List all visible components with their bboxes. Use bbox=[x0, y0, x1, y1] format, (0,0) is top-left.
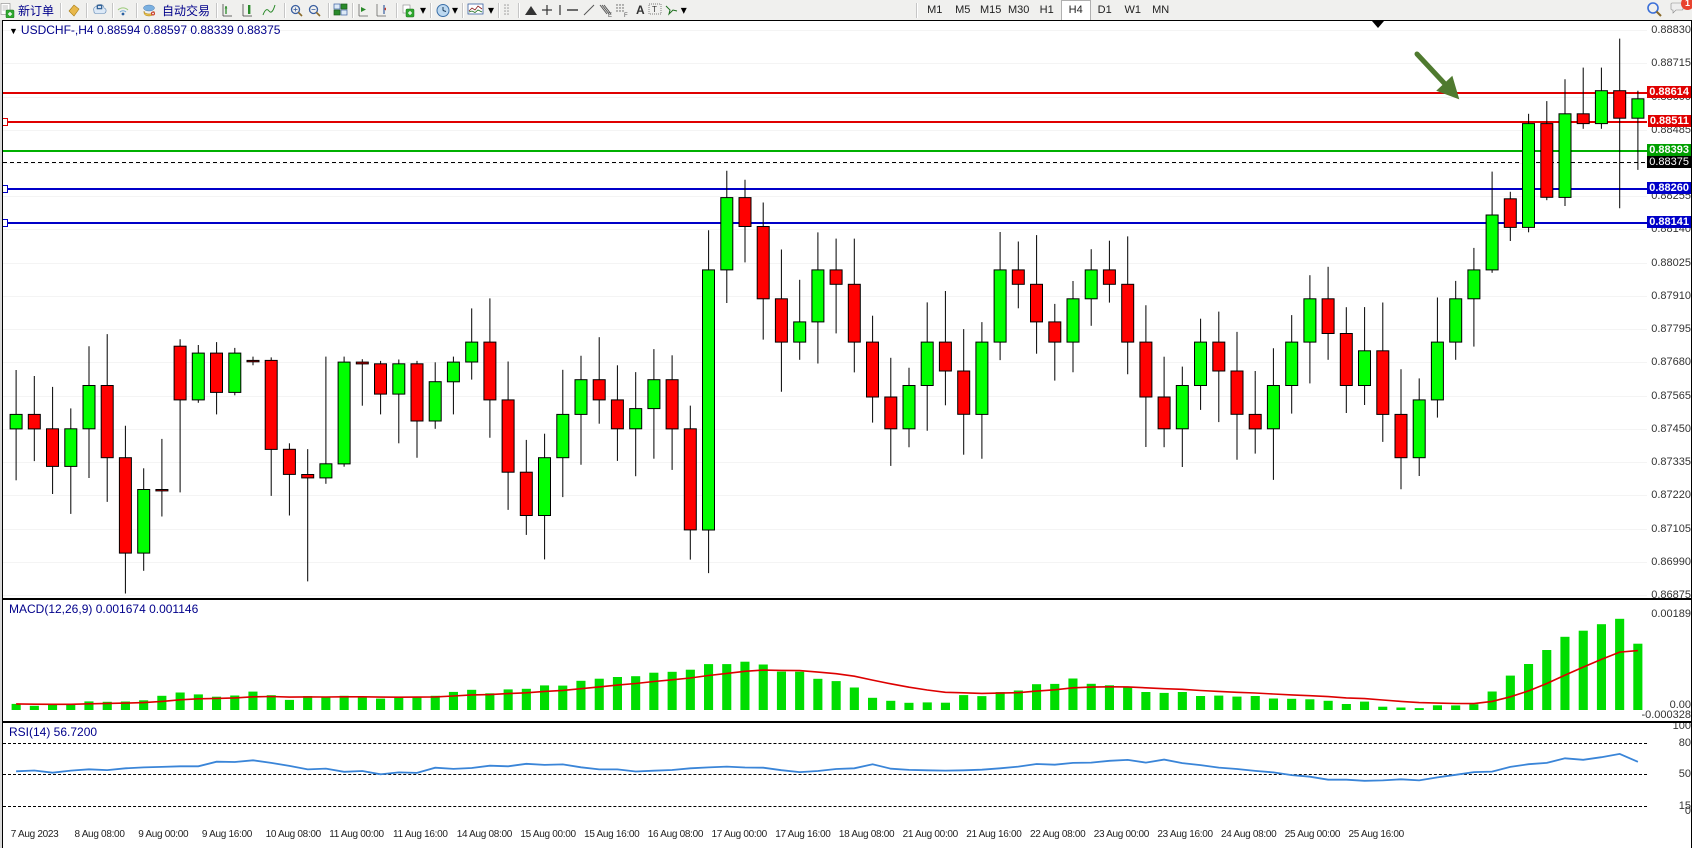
svg-text:F: F bbox=[624, 13, 628, 18]
svg-text:T: T bbox=[652, 5, 657, 14]
svg-text:E: E bbox=[608, 13, 612, 18]
